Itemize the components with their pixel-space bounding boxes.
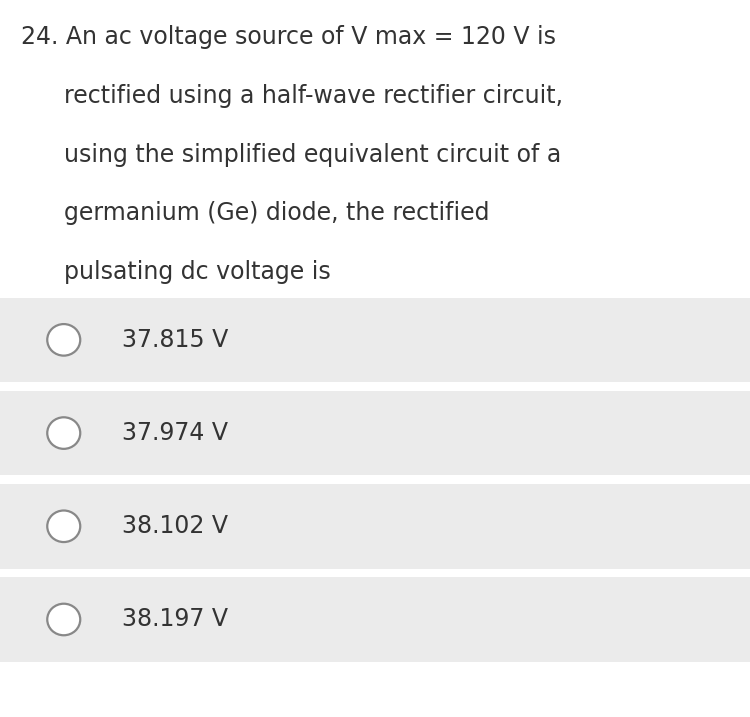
Circle shape (47, 324, 80, 356)
Text: 38.197 V: 38.197 V (122, 607, 227, 632)
Text: rectified using a half-wave rectifier circuit,: rectified using a half-wave rectifier ci… (64, 84, 562, 108)
Text: germanium (Ge) diode, the rectified: germanium (Ge) diode, the rectified (64, 201, 489, 225)
FancyBboxPatch shape (0, 298, 750, 382)
Text: 24. An ac voltage source of V max = 120 V is: 24. An ac voltage source of V max = 120 … (21, 25, 556, 49)
Text: 38.102 V: 38.102 V (122, 514, 227, 538)
Circle shape (47, 604, 80, 635)
Text: 37.974 V: 37.974 V (122, 421, 227, 445)
Text: pulsating dc voltage is: pulsating dc voltage is (64, 260, 331, 284)
Circle shape (47, 511, 80, 542)
FancyBboxPatch shape (0, 577, 750, 662)
FancyBboxPatch shape (0, 391, 750, 475)
Text: 37.815 V: 37.815 V (122, 328, 228, 352)
Circle shape (47, 417, 80, 449)
Text: using the simplified equivalent circuit of a: using the simplified equivalent circuit … (64, 143, 561, 166)
FancyBboxPatch shape (0, 484, 750, 569)
